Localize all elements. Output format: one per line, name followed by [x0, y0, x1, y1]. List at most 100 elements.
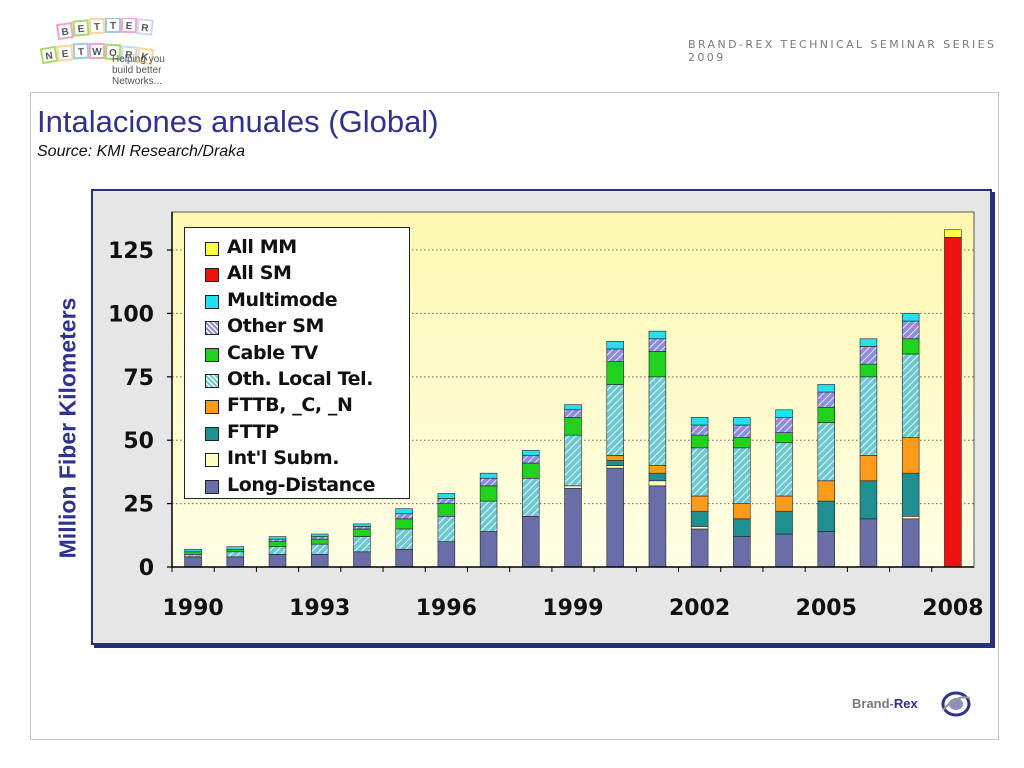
- legend-label-all-sm: All SM: [227, 262, 292, 285]
- bar-1998-other-sm: [522, 455, 540, 464]
- bar-2000-long-distance: [606, 467, 624, 568]
- bar-2002-int-l-subm-: [690, 526, 709, 530]
- bar-2005-fttp: [817, 500, 836, 532]
- bar-2002-fttp: [690, 510, 709, 527]
- bar-1994-other-sm: [353, 526, 371, 530]
- bar-1999-int-l-subm-: [564, 485, 582, 489]
- legend-swatch-all-sm: [205, 268, 219, 283]
- bar-1993-cable-tv: [310, 538, 329, 545]
- bar-1997-oth-local-tel-: [479, 500, 498, 532]
- bar-2000-int-l-subm-: [606, 465, 624, 469]
- bar-2007-long-distance: [901, 518, 920, 568]
- bar-2003-fttb-c-n: [733, 503, 751, 520]
- x-tick-label-1990: 1990: [162, 596, 223, 621]
- bar-1997-multimode: [479, 472, 498, 479]
- bar-2006-oth-local-tel-: [859, 376, 878, 456]
- bar-1993-other-sm: [310, 536, 329, 540]
- bar-1992-oth-local-tel-: [268, 546, 287, 555]
- bar-2006-fttp: [859, 480, 878, 520]
- bar-2008-all-mm: [944, 229, 962, 238]
- bar-2000-cable-tv: [606, 361, 624, 385]
- brand-part2: Rex: [893, 696, 918, 711]
- bar-2003-other-sm: [733, 424, 751, 438]
- bar-1990-oth-local-tel-: [184, 554, 202, 558]
- bar-1996-multimode: [437, 493, 456, 499]
- bar-1996-cable-tv: [437, 503, 456, 517]
- svg-text:T: T: [110, 21, 116, 32]
- bar-1991-multimode: [226, 546, 245, 550]
- legend-item-int-l-subm-: Int'l Subm.: [185, 445, 409, 471]
- logo-block-4: T: [105, 17, 121, 33]
- legend-label-long-distance: Long-Distance: [227, 473, 376, 496]
- y-tick-labels: 0 25 50 75 100 125: [108, 239, 172, 581]
- bar-2007-multimode: [901, 313, 920, 322]
- legend-label-int-l-subm-: Int'l Subm.: [227, 447, 340, 470]
- logo-block-12: R: [120, 45, 138, 63]
- logo-block-10: W: [89, 43, 105, 59]
- bar-2005-oth-local-tel-: [817, 422, 836, 482]
- logo-block-7: N: [39, 45, 59, 65]
- logo-tagline: Helping you build better Networks...: [112, 54, 203, 87]
- y-tick-label-50: 50: [123, 429, 154, 454]
- legend-item-all-mm: All MM: [185, 234, 409, 260]
- bar-2004-other-sm: [775, 417, 793, 433]
- bar-2002-fttb-c-n: [690, 495, 709, 512]
- bar-2003-oth-local-tel-: [733, 447, 751, 504]
- legend-swatch-long-distance: [205, 479, 219, 494]
- slide-subtitle: Source: KMI Research/Draka: [37, 143, 246, 160]
- logo-block-2: E: [72, 19, 90, 37]
- chart-legend: All MM All SM Multimode Other SM Cable TV Oth…: [184, 227, 410, 499]
- bar-2000-oth-local-tel-: [606, 384, 624, 456]
- bar-1993-multimode: [310, 533, 329, 537]
- legend-label-fttp: FTTP: [227, 420, 279, 443]
- bar-2006-other-sm: [859, 346, 878, 365]
- bar-1997-cable-tv: [479, 485, 498, 502]
- bar-2001-oth-local-tel-: [648, 376, 667, 466]
- x-tick-labels: 1990 1993 1996 1999 2002 2005 2008: [162, 567, 984, 621]
- bar-1992-cable-tv: [268, 541, 287, 548]
- bar-1995-oth-local-tel-: [395, 528, 413, 550]
- legend-item-fttb-c-n: FTTB, _C, _N: [185, 392, 409, 418]
- svg-text:K: K: [140, 51, 150, 63]
- bar-2001-long-distance: [648, 485, 667, 568]
- y-tick-label-125: 125: [108, 239, 154, 264]
- bar-2005-other-sm: [817, 391, 836, 408]
- svg-text:E: E: [61, 49, 69, 61]
- x-tick-label-1996: 1996: [416, 596, 477, 621]
- logo-block-13: K: [135, 46, 155, 66]
- bar-2001-other-sm: [648, 338, 667, 352]
- bar-1997-long-distance: [479, 531, 498, 568]
- bar-2008-all-sm: [944, 237, 962, 568]
- bar-2001-multimode: [648, 330, 667, 340]
- bar-2007-int-l-subm-: [901, 515, 920, 520]
- bar-1994-oth-local-tel-: [353, 536, 371, 553]
- legend-item-cable-tv: Cable TV: [185, 340, 409, 366]
- legend-swatch-fttb-c-n: [205, 400, 219, 415]
- bar-2003-long-distance: [733, 536, 751, 568]
- legend-item-oth-local-tel-: Oth. Local Tel.: [185, 366, 409, 392]
- bar-2006-fttb-c-n: [859, 455, 878, 482]
- svg-text:O: O: [109, 48, 118, 59]
- bar-1999-other-sm: [564, 409, 582, 418]
- bar-2006-long-distance: [859, 518, 878, 568]
- bar-1993-oth-local-tel-: [310, 543, 329, 555]
- svg-text:R: R: [125, 50, 134, 62]
- bar-1999-long-distance: [564, 488, 582, 568]
- bar-2000-fttb-c-n: [606, 455, 624, 461]
- bar-1994-multimode: [353, 523, 371, 527]
- bar-2002-oth-local-tel-: [690, 447, 709, 497]
- svg-text:N: N: [45, 50, 54, 62]
- legend-swatch-other-sm: [205, 321, 219, 336]
- logo-block-1: B: [55, 21, 75, 41]
- bar-2001-int-l-subm-: [648, 480, 667, 487]
- bar-2000-fttp: [606, 460, 624, 466]
- brand-rex-footer-logo: Brand-Rex: [852, 690, 974, 720]
- bar-2003-fttp: [733, 518, 751, 537]
- logo-block-3: T: [88, 17, 106, 35]
- legend-swatch-fttp: [205, 426, 219, 441]
- brand-part1: Brand-: [852, 696, 894, 711]
- legend-item-multimode: Multimode: [185, 287, 409, 313]
- logo-block-8: E: [56, 44, 74, 62]
- legend-label-all-mm: All MM: [227, 236, 297, 258]
- y-tick-label-100: 100: [108, 302, 154, 327]
